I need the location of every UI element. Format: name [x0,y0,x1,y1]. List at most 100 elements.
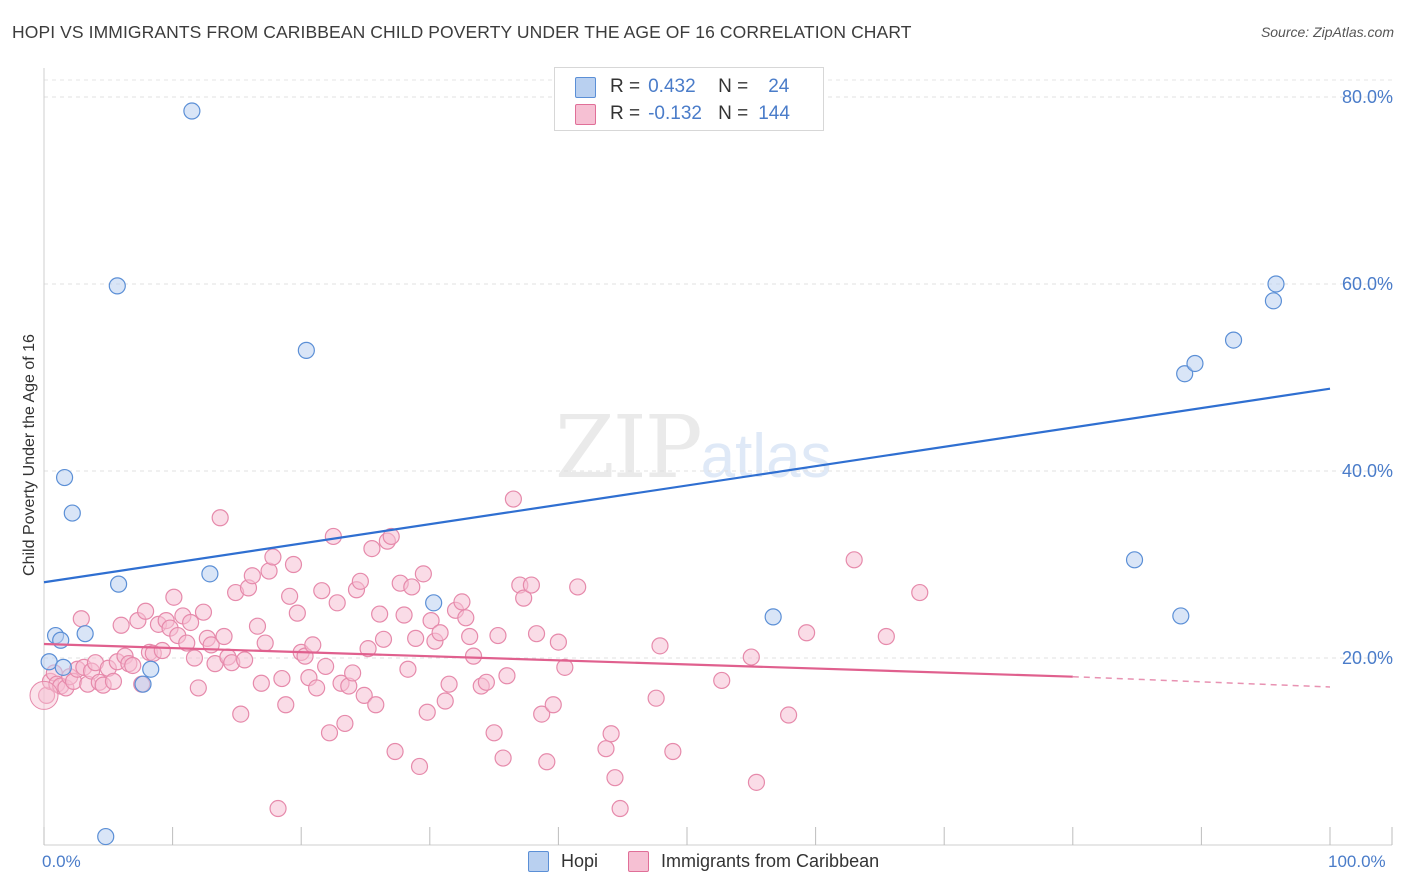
carib-point [284,555,303,574]
hopi-point [1264,292,1283,310]
carib-point [359,640,377,658]
carib-point [556,658,574,676]
carib-point [124,656,142,675]
hopi-point [142,660,160,678]
carib-point [779,706,798,724]
y-tick-label: 40.0% [1342,461,1393,481]
carib-point [569,578,587,596]
carib-point [606,769,624,787]
carib-trend-line-extrapolated [1072,675,1331,688]
hopi-point [108,277,126,295]
carib-legend-swatch-icon [628,851,650,872]
carib-point [367,696,385,714]
hopi-swatch-icon [575,76,596,98]
carib-point [611,799,629,818]
carib-point [515,589,533,607]
carib-point [153,641,171,660]
carib-point [288,604,306,622]
carib-point [664,742,682,761]
hopi-legend-swatch-icon [528,851,549,872]
n-value-carib: 144 [758,103,790,124]
legend-item-carib[interactable]: Immigrants from Caribbean [628,851,879,872]
carib-point [489,626,507,645]
carib-point [317,657,335,676]
carib-point [382,527,400,546]
carib-point [215,627,233,646]
y-tick-label: 80.0% [1342,87,1393,107]
carib-point [485,724,503,742]
carib-point [436,692,454,710]
carib-point [477,673,495,691]
carib-point [304,636,322,654]
hopi-trend-line [43,387,1331,584]
hopi-point [183,102,201,120]
carib-point [178,634,196,652]
carib-point [269,799,287,818]
hopi-point [297,341,315,359]
hopi-point [764,608,782,626]
carib-point [182,613,200,632]
carib-point [747,773,766,791]
carib-point [911,583,929,602]
watermark: ZIPatlas [555,398,832,498]
hopi-point [134,675,152,693]
carib-point [281,587,299,605]
carib-point [527,625,546,643]
carib-point [431,624,449,642]
hopi-point [1125,551,1144,569]
hopi-point [97,827,115,846]
carib-point [248,617,267,635]
hopi-point [76,625,94,643]
legend-item-hopi[interactable]: Hopi [528,851,598,872]
carib-point [533,705,551,723]
carib-point [351,572,369,590]
carib-point [189,679,207,697]
hopi-point [55,468,74,487]
r-value-hopi: 0.432 [648,76,696,97]
hopi-point [201,565,219,583]
watermark-zip: ZIP [555,398,703,498]
carib-point [386,742,404,761]
carib-point [651,637,669,655]
carib-point [363,540,381,558]
x-tick-label-max: 100.0% [1328,852,1386,871]
legend: Hopi Immigrants from Caribbean [528,851,909,872]
carib-point [797,624,816,642]
chart-title: HOPI VS IMMIGRANTS FROM CARIBBEAN CHILD … [12,22,912,42]
carib-point [104,672,123,690]
y-axis-label: Child Poverty Under the Age of 16 [21,334,38,576]
carib-point [264,548,282,566]
carib-point [136,602,155,620]
carib-point [407,629,425,647]
stats-row-carib: R = -0.132 N = 144 [575,102,790,126]
hopi-point [54,658,72,676]
carib-point [371,605,389,623]
carib-point [320,724,339,742]
legend-label-carib: Immigrants from Caribbean [661,851,880,871]
hopi-point [109,575,128,593]
carib-point [549,633,568,651]
carib-point [232,705,250,723]
carib-point [742,648,760,666]
carib-point [403,578,421,596]
carib-point [494,749,512,767]
r-label: R = [610,76,641,97]
carib-point [597,740,615,758]
carib-point [72,610,90,628]
hopi-point [1267,275,1285,293]
carib-point [498,667,516,685]
carib-point [185,649,204,667]
legend-label-hopi: Hopi [561,851,599,871]
carib-point [410,757,429,776]
carib-point [538,753,556,771]
carib-point [422,611,440,630]
carib-point [252,674,270,692]
carib-point [877,627,895,646]
carib-point [845,551,863,569]
carib-point [418,703,436,721]
carib-point [260,562,278,580]
y-tick-label: 20.0% [1342,648,1393,668]
carib-point [453,593,471,611]
source-label: Source: ZipAtlas.com [1260,24,1394,40]
